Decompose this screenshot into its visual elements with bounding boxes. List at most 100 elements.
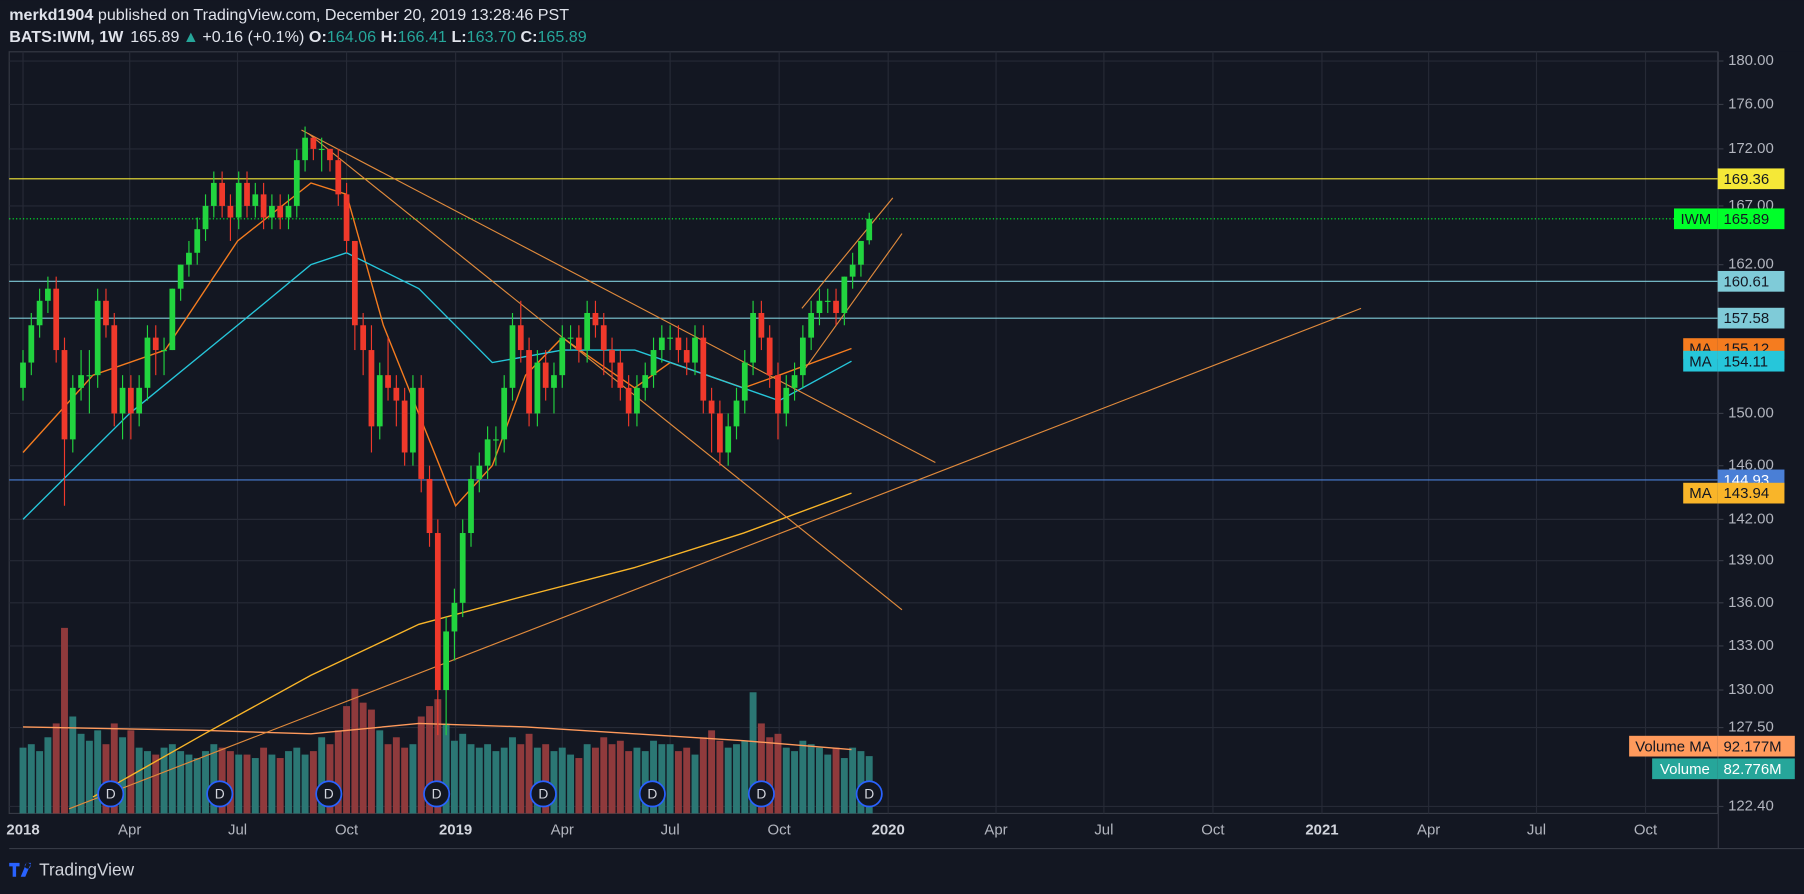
badge-tag-label: Volume: [1660, 761, 1710, 778]
volume-bar: [19, 747, 27, 814]
volume-bar: [492, 751, 500, 814]
candle-body: [418, 387, 425, 479]
candle-body: [136, 387, 143, 414]
channel-line: [804, 233, 903, 369]
candle-body: [584, 312, 591, 351]
volume-bar: [724, 747, 732, 814]
volume-bar: [467, 744, 475, 814]
candle-body: [86, 375, 93, 377]
arrow: ▲: [183, 28, 199, 46]
candle-body: [53, 288, 60, 351]
volume-bar: [293, 747, 301, 814]
candle-body: [791, 375, 798, 388]
volume-bar: [816, 747, 823, 814]
volume-bar: [326, 744, 334, 814]
candle-body: [219, 182, 225, 206]
c: 165.89: [537, 28, 586, 46]
candle-body: [152, 337, 159, 351]
volume-bar: [309, 751, 317, 814]
badge: [1717, 735, 1795, 757]
badge-value: 82.776M: [1723, 761, 1781, 778]
event-label: D: [106, 787, 116, 802]
candle-body: [235, 182, 242, 218]
volume-bar: [749, 692, 757, 814]
volume-bar: [766, 737, 774, 814]
last: 165.89: [130, 28, 179, 46]
candle-body: [401, 400, 408, 453]
event-label: D: [432, 787, 442, 802]
volume-bar: [567, 754, 575, 814]
volume-bar: [368, 709, 375, 814]
volume-bar: [442, 723, 450, 814]
badge-tag-label: IWM: [1681, 211, 1712, 228]
volume-bar: [708, 730, 716, 814]
volume-bar: [426, 706, 433, 814]
candle-body: [69, 387, 76, 440]
volume-bar: [674, 751, 682, 814]
x-tick-label: Jul: [1527, 822, 1546, 839]
volume-bar: [517, 744, 525, 814]
y-tick-label: 142.00: [1728, 510, 1774, 527]
volume-bar: [168, 744, 176, 814]
candle-body: [111, 325, 118, 414]
candle-body: [833, 300, 839, 313]
x-tick-label: Jul: [1094, 822, 1113, 839]
volume-bar: [641, 751, 649, 814]
volume-bar: [185, 754, 193, 814]
volume-bar: [343, 706, 351, 814]
ma-line: [22, 722, 852, 751]
candle-body: [567, 337, 574, 339]
y-tick-label: 172.00: [1728, 140, 1774, 157]
x-tick-label: Oct: [1201, 822, 1225, 839]
badge: [1717, 208, 1785, 230]
y-tick-label: 130.00: [1728, 681, 1774, 698]
badge: [1717, 482, 1785, 504]
y-tick-label: 136.00: [1728, 594, 1774, 611]
volume-bar: [650, 740, 657, 814]
volume-bar: [301, 754, 309, 814]
volume-bar: [334, 730, 342, 814]
candle-body: [327, 148, 333, 161]
candle-body: [451, 602, 458, 632]
volume-bar: [276, 758, 284, 814]
event-label: D: [538, 787, 548, 802]
volume-bar: [550, 751, 558, 814]
c-label: C:: [521, 28, 538, 46]
published: published on TradingView.com, December 2…: [98, 6, 569, 24]
volume-bar: [782, 747, 790, 814]
badge: [1717, 307, 1785, 329]
candle-body: [725, 426, 732, 453]
x-tick-label: Jul: [228, 822, 247, 839]
quote-line: BATS:IWM, 1W 165.89 ▲ +0.16 (+0.1%) O:164.06…: [9, 28, 587, 46]
candle-body: [376, 375, 383, 427]
candle-body: [210, 182, 217, 206]
volume-bar: [434, 699, 442, 814]
badge: [1717, 758, 1795, 780]
volume-bar: [127, 730, 135, 814]
candle-body: [733, 400, 740, 427]
axes: 180.00176.00172.00167.00162.00150.00146.…: [6, 52, 1773, 839]
l: 163.70: [467, 28, 516, 46]
ma-line: [22, 252, 852, 520]
event-marker: [638, 780, 666, 808]
badge-value: 169.36: [1723, 171, 1769, 188]
volume-bar: [533, 747, 541, 814]
volume-bar: [152, 754, 160, 814]
candle-body: [169, 288, 176, 351]
candle-body: [750, 312, 756, 363]
y-tick-label: 127.50: [1728, 719, 1774, 736]
candle-body: [393, 387, 400, 401]
candle-body: [177, 264, 184, 289]
candle-body: [625, 387, 632, 414]
y-tick-label: 180.00: [1728, 52, 1774, 69]
candle-body: [202, 205, 209, 230]
volume-bar: [666, 744, 674, 814]
candle-body: [517, 325, 524, 351]
candle-body: [542, 362, 549, 388]
candle-body: [127, 387, 134, 414]
h-label: H:: [381, 28, 398, 46]
candle-body: [849, 264, 856, 277]
trend-line: [301, 129, 936, 464]
volume-bar: [625, 751, 633, 814]
